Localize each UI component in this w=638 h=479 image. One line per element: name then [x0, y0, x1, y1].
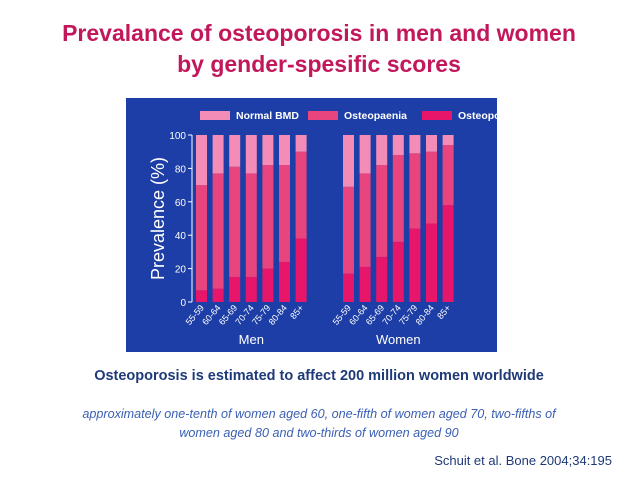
- bar-segment: [212, 288, 224, 302]
- x-tick-label: 85+: [435, 303, 452, 321]
- bar-segment: [229, 135, 241, 167]
- bar-segment: [279, 165, 290, 262]
- bar-segment: [279, 135, 290, 166]
- slide-title: Prevalance of osteoporosis in men and wo…: [0, 18, 638, 80]
- citation: Schuit et al. Bone 2004;34:195: [434, 453, 612, 468]
- group-label: Men: [239, 332, 264, 347]
- bar-segment: [426, 135, 437, 152]
- legend-swatch: [422, 111, 452, 120]
- bar-segment: [229, 276, 241, 302]
- y-tick-label: 80: [175, 164, 187, 175]
- bar-segment: [442, 205, 454, 302]
- y-tick-label: 20: [175, 265, 187, 276]
- stacked-bar-chart: 0 20 40 60 80 100 Prevalence (%) Normal BMD Oste…: [126, 98, 497, 352]
- legend-label: Osteoporosis: [458, 110, 497, 122]
- legend-swatch: [308, 111, 338, 120]
- bar-segment: [426, 151, 437, 224]
- slide-title-line-1: Prevalance of osteoporosis in men and wo…: [62, 20, 576, 46]
- bar-segment: [295, 151, 307, 239]
- bar-segment: [359, 135, 371, 174]
- legend-label: Osteopaenia: [344, 110, 407, 122]
- bar-segment: [359, 173, 371, 267]
- bar-segment: [392, 155, 404, 242]
- bar-segment: [262, 135, 274, 166]
- bar-segment: [376, 256, 388, 302]
- bar-segment: [442, 135, 454, 146]
- note-line-1: approximately one-tenth of women aged 60…: [82, 407, 556, 421]
- legend-swatch: [200, 111, 230, 120]
- legend-label: Normal BMD: [236, 110, 299, 122]
- bar-segment: [359, 266, 371, 302]
- bar-segment: [442, 145, 454, 206]
- y-tick-label: 100: [169, 131, 186, 142]
- group-label: Women: [376, 332, 421, 347]
- bar-segment: [392, 241, 404, 302]
- bar-segment: [245, 276, 257, 302]
- bar-segment: [245, 135, 257, 174]
- bar-segment: [343, 135, 354, 187]
- slide-title-line-2: by gender-spesific scores: [177, 51, 461, 77]
- bar-segment: [212, 135, 224, 174]
- y-tick-label: 60: [175, 198, 187, 209]
- bar-segment: [262, 268, 274, 302]
- bar-segment: [392, 135, 404, 156]
- bar-segment: [376, 135, 388, 166]
- bar-segment: [343, 273, 354, 302]
- bar-segment: [279, 261, 290, 302]
- caption: Osteoporosis is estimated to affect 200 …: [94, 368, 544, 384]
- bar-segment: [245, 173, 257, 277]
- bar-segment: [262, 165, 274, 269]
- bar-segment: [426, 223, 437, 302]
- y-tick-label: 0: [180, 298, 186, 309]
- y-tick-label: 40: [175, 231, 187, 242]
- x-tick-label: 80-84: [414, 303, 436, 327]
- chart-svg: 0 20 40 60 80 100 Prevalence (%) Normal BMD Oste…: [148, 110, 497, 347]
- note-line-2: women aged 80 and two-thirds of women ag…: [179, 426, 459, 440]
- bar-segment: [343, 186, 354, 274]
- age-prevalence-note: approximately one-tenth of women aged 60…: [28, 405, 610, 443]
- bar-segment: [295, 238, 307, 302]
- bar-segment: [409, 135, 421, 154]
- bar-segment: [196, 135, 207, 186]
- bar-segment: [229, 166, 241, 277]
- bar-segment: [409, 228, 421, 302]
- bar-segment: [409, 153, 421, 229]
- bar-segment: [196, 290, 207, 302]
- x-tick-label: 80-84: [267, 303, 289, 327]
- y-axis-title: Prevalence (%): [148, 157, 168, 280]
- bar-segment: [212, 173, 224, 289]
- bar-segment: [376, 165, 388, 257]
- bar-segment: [196, 185, 207, 291]
- x-tick-label: 85+: [288, 303, 305, 321]
- bar-segment: [295, 135, 307, 152]
